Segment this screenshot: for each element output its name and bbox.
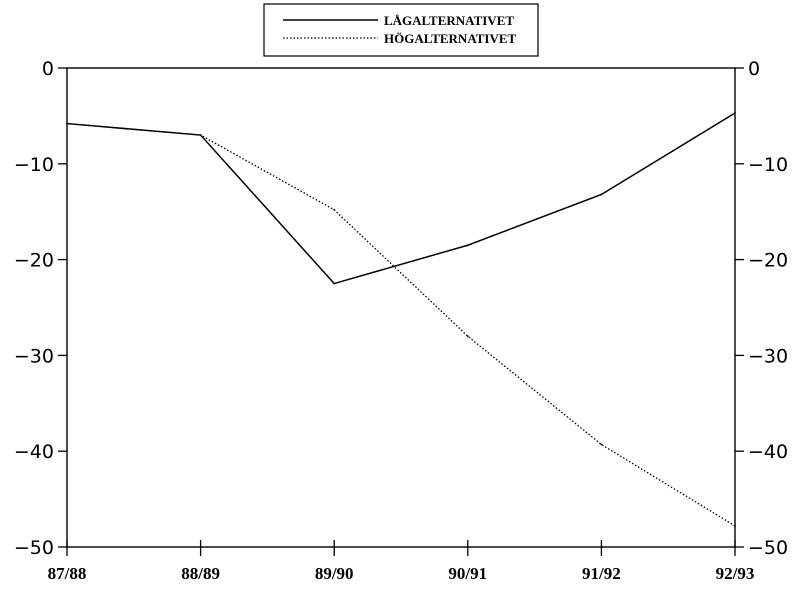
y-tick-label-right: −10: [748, 154, 788, 176]
series-layer: [66, 112, 736, 527]
data-point: [66, 122, 68, 125]
y-axis-right: 0 −10 −20 −30 −40 −50: [735, 58, 788, 559]
y-tick-label-left: −10: [14, 154, 54, 176]
y-axis-left: 0 −10 −20 −30 −40 −50: [14, 58, 67, 559]
x-axis: 87/88 88/89 89/90 90/91 91/92 92/93: [48, 540, 755, 583]
data-point: [333, 208, 336, 211]
y-tick-label-right: −50: [748, 537, 788, 559]
y-tick-label-right: −20: [748, 250, 788, 272]
data-point: [466, 244, 469, 247]
x-tick-label: 89/90: [315, 564, 354, 583]
y-tick-label-left: −40: [14, 441, 54, 463]
data-point: [734, 525, 736, 527]
y-tick-label-right: 0: [748, 58, 760, 80]
y-tick-label-left: −20: [14, 250, 54, 272]
y-tick-label-left: 0: [42, 58, 54, 80]
y-tick-label-right: −30: [748, 345, 788, 367]
y-tick-label-right: −40: [748, 441, 788, 463]
x-tick-label: 92/93: [716, 564, 755, 583]
legend-box: [263, 3, 539, 57]
data-point: [600, 443, 603, 446]
x-tick-label: 88/89: [181, 564, 220, 583]
plot-frame: [66, 67, 736, 548]
x-tick-label: 91/92: [582, 564, 621, 583]
y-tick-label-left: −30: [14, 345, 54, 367]
legend-label: LÅGALTERNATIVET: [384, 13, 514, 28]
data-point: [466, 335, 469, 338]
x-tick-label: 90/91: [448, 564, 487, 583]
data-point: [600, 193, 603, 196]
data-point: [734, 112, 736, 114]
series-line-lagalternativet: [66, 112, 736, 285]
y-tick-label-left: −50: [14, 537, 54, 559]
x-tick-label: 87/88: [48, 564, 87, 583]
data-point: [333, 282, 336, 285]
data-point: [199, 134, 202, 136]
legend: LÅGALTERNATIVET HÖGALTERNATIVET: [263, 3, 539, 57]
legend-label: HÖGALTERNATIVET: [384, 31, 517, 46]
series-line-hogalternativet: [66, 122, 736, 527]
